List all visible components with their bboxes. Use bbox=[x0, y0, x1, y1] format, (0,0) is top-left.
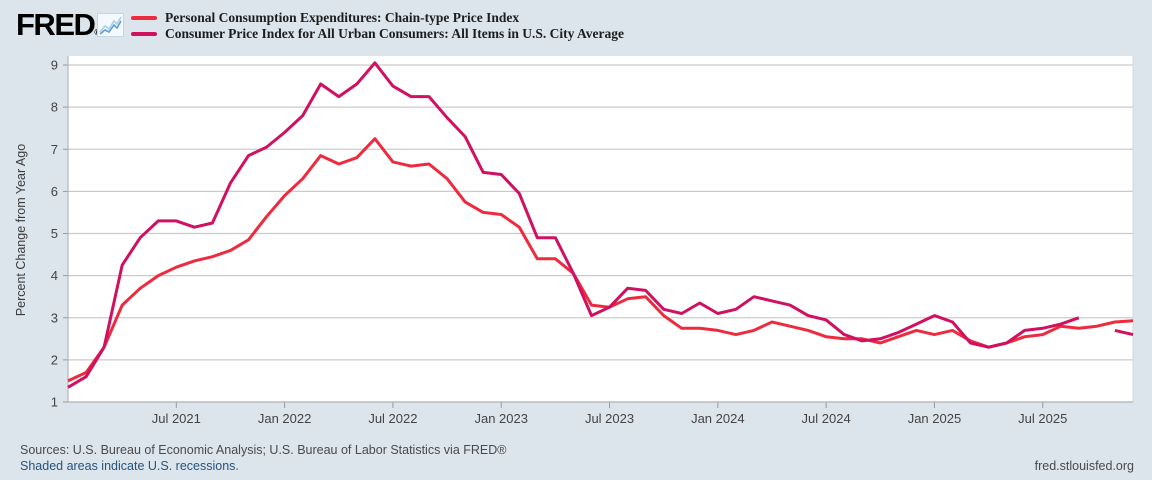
x-tick-label: Jul 2021 bbox=[152, 411, 201, 426]
x-tick-label: Jul 2023 bbox=[585, 411, 634, 426]
legend-item-cpi: Consumer Price Index for All Urban Consu… bbox=[131, 26, 624, 42]
series-line-pce bbox=[67, 137, 1134, 383]
cpi-line-swatch bbox=[131, 32, 157, 36]
x-tick-label: Jan 2022 bbox=[258, 411, 312, 426]
y-tick-label: 9 bbox=[51, 58, 58, 73]
y-tick-label: 3 bbox=[51, 310, 58, 325]
cpi-legend-label: Consumer Price Index for All Urban Consu… bbox=[165, 26, 624, 41]
x-tick-label: Jan 2023 bbox=[474, 411, 528, 426]
recession-note-link[interactable]: Shaded areas indicate U.S. recessions. bbox=[20, 459, 239, 473]
y-axis-title: Percent Change from Year Ago bbox=[14, 144, 28, 316]
fred-logo[interactable]: FRED® bbox=[16, 8, 100, 50]
x-tick-label: Jan 2025 bbox=[908, 411, 962, 426]
fred-sparkline-icon bbox=[97, 13, 124, 37]
legend-item-pce: Personal Consumption Expenditures: Chain… bbox=[131, 10, 624, 26]
fred-logo-text: FRED bbox=[16, 7, 96, 42]
x-tick-label: Jan 2024 bbox=[691, 411, 745, 426]
y-tick-label: 2 bbox=[51, 352, 58, 367]
series-line-cpi bbox=[1114, 328, 1134, 337]
plot-area[interactable] bbox=[68, 56, 1133, 402]
series-line-cpi bbox=[67, 61, 1080, 389]
x-tick-label: Jul 2024 bbox=[802, 411, 851, 426]
legend: Personal Consumption Expenditures: Chain… bbox=[131, 10, 624, 42]
sources-text: Sources: U.S. Bureau of Economic Analysi… bbox=[20, 443, 507, 457]
pce-line-swatch bbox=[131, 16, 157, 20]
y-tick-label: 8 bbox=[51, 100, 58, 115]
x-tick-label: Jul 2025 bbox=[1018, 411, 1067, 426]
pce-legend-label: Personal Consumption Expenditures: Chain… bbox=[165, 10, 520, 25]
y-tick-label: 6 bbox=[51, 184, 58, 199]
y-tick-label: 7 bbox=[51, 142, 58, 157]
line-chart[interactable]: 1 2 3 4 5 6 7 8 9 Jul 2021 Jan 2022 Jul 2022 Jan 202… bbox=[0, 0, 1152, 440]
x-tick-label: Jul 2022 bbox=[368, 411, 417, 426]
y-tick-label: 1 bbox=[51, 395, 58, 410]
fred-site-link[interactable]: fred.stlouisfed.org bbox=[1034, 459, 1134, 473]
y-tick-label: 4 bbox=[51, 268, 58, 283]
y-tick-label: 5 bbox=[51, 226, 58, 241]
